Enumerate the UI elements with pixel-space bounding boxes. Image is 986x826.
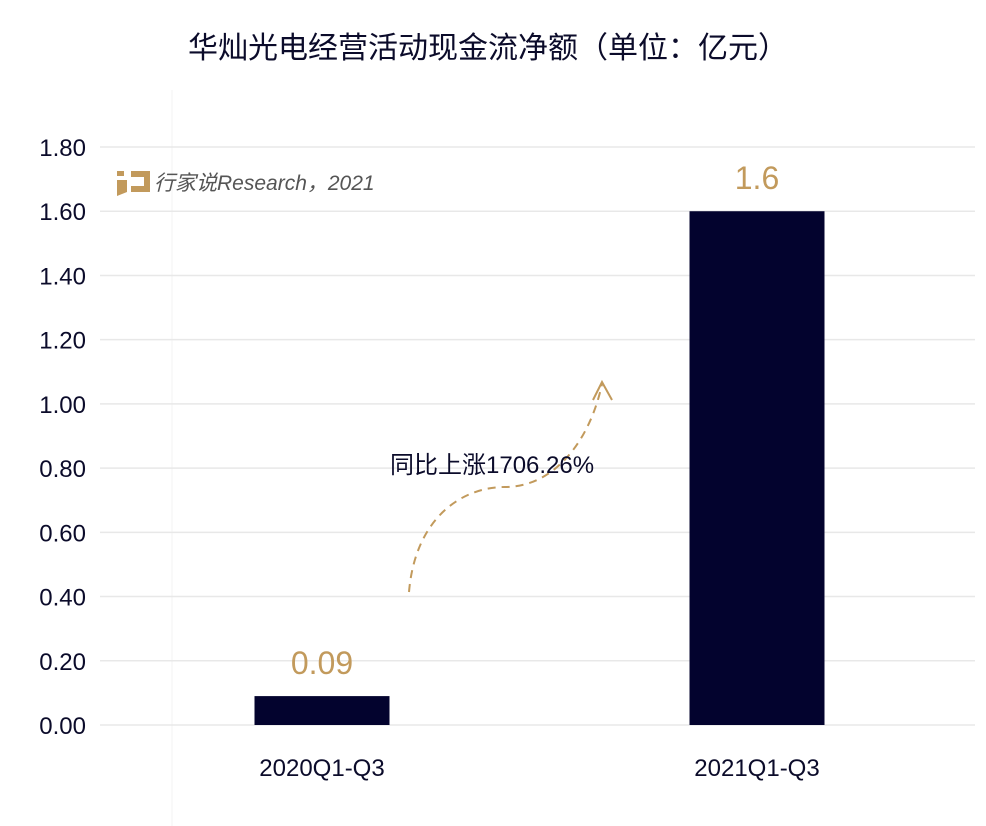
growth-arrow-icon — [408, 379, 613, 593]
y-tick-label: 1.80 — [39, 135, 86, 162]
bar — [689, 211, 825, 725]
bar — [254, 696, 390, 725]
x-tick-label: 2021Q1-Q3 — [694, 755, 819, 782]
y-tick-label: 1.40 — [39, 263, 86, 290]
data-label: 1.6 — [735, 160, 779, 196]
y-tick-label: 0.80 — [39, 456, 86, 483]
y-tick-label: 0.60 — [39, 520, 86, 547]
x-tick-label: 2020Q1-Q3 — [259, 755, 384, 782]
y-tick-label: 1.60 — [39, 199, 86, 226]
y-tick-label: 1.20 — [39, 328, 86, 355]
chart-title: 华灿光电经营活动现金流净额（单位：亿元） — [188, 32, 788, 65]
y-tick-label: 1.00 — [39, 392, 86, 419]
bars: 0.09 2020Q1-Q3 1.6 2021Q1-Q3 — [254, 160, 825, 782]
y-tick-label: 0.00 — [39, 713, 86, 740]
grid — [100, 90, 975, 826]
logo-icon — [117, 171, 150, 196]
growth-annotation: 同比上涨1706.26% — [390, 452, 594, 479]
watermark: 行家说Research，2021 — [117, 171, 375, 196]
data-label: 0.09 — [291, 645, 353, 681]
y-tick-label: 0.20 — [39, 649, 86, 676]
watermark-text: 行家说Research，2021 — [154, 172, 375, 195]
y-tick-label: 0.40 — [39, 585, 86, 612]
y-axis: 0.00 0.20 0.40 0.60 0.80 1.00 1.20 1.40 1.60 1.80 — [39, 135, 86, 740]
